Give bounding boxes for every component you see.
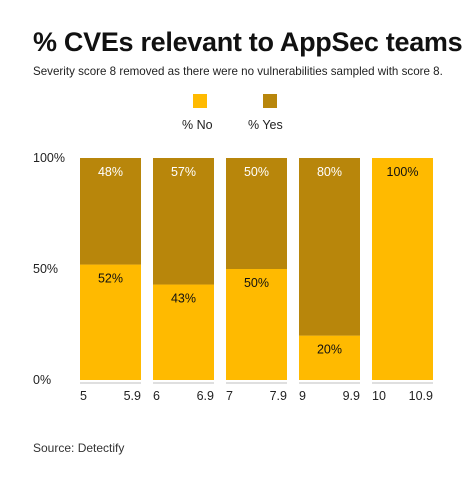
- bar-segment-no: [299, 335, 360, 380]
- legend-swatch-no: [193, 94, 207, 108]
- legend-label-no: % No: [182, 118, 213, 132]
- data-label-no: 43%: [171, 292, 196, 306]
- legend-swatch-yes: [263, 94, 277, 108]
- data-label-yes: 48%: [98, 165, 123, 179]
- data-label-yes: 80%: [317, 165, 342, 179]
- y-tick-label: 0%: [33, 373, 51, 387]
- data-label-no: 20%: [317, 343, 342, 357]
- x-tick-label-end: 5.9: [124, 389, 141, 403]
- bar-segment-no: [80, 264, 141, 380]
- x-tick-label-end: 7.9: [270, 389, 287, 403]
- x-tick-label-end: 10.9: [409, 389, 433, 403]
- bar-segment-no: [153, 284, 214, 380]
- bar-segment-no: [226, 269, 287, 380]
- x-tick-label-start: 10: [372, 389, 386, 403]
- x-tick-label-start: 5: [80, 389, 87, 403]
- chart-subtitle: Severity score 8 removed as there were n…: [33, 65, 443, 78]
- x-tick-label-start: 9: [299, 389, 306, 403]
- chart-title: % CVEs relevant to AppSec teams: [33, 27, 463, 57]
- y-tick-label: 50%: [33, 262, 58, 276]
- x-tick-label-start: 7: [226, 389, 233, 403]
- bar-segment-yes: [299, 158, 360, 336]
- bar-segment-yes: [226, 158, 287, 269]
- source-note: Source: Detectify: [33, 441, 125, 455]
- data-label-no: 100%: [387, 165, 419, 179]
- x-tick-label-end: 6.9: [197, 389, 214, 403]
- bar-segment-yes: [80, 158, 141, 265]
- x-tick-label-end: 9.9: [343, 389, 360, 403]
- bar-segment-no: [372, 158, 433, 380]
- data-label-no: 50%: [244, 276, 269, 290]
- legend-label-yes: % Yes: [248, 118, 283, 132]
- y-tick-label: 100%: [33, 151, 65, 165]
- bar-segment-yes: [153, 158, 214, 285]
- data-label-no: 52%: [98, 272, 123, 286]
- data-label-yes: 50%: [244, 165, 269, 179]
- x-tick-label-start: 6: [153, 389, 160, 403]
- data-label-yes: 57%: [171, 165, 196, 179]
